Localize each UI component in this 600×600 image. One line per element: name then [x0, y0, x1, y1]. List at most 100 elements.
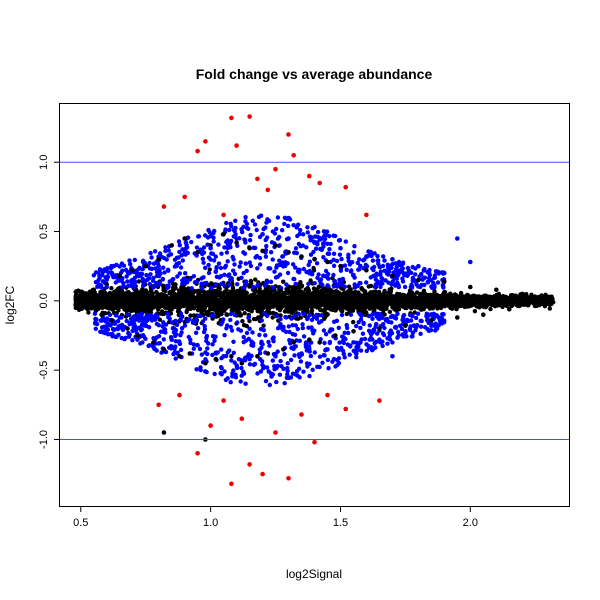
- cloud-point: [324, 274, 330, 280]
- cloud-point: [275, 215, 281, 220]
- cloud-point: [374, 271, 379, 276]
- cloud-point: [432, 285, 437, 290]
- cloud-point: [386, 269, 391, 274]
- cloud-point: [432, 291, 437, 296]
- cloud-point: [258, 310, 264, 315]
- cloud-point: [189, 286, 194, 291]
- cloud-point: [160, 277, 165, 282]
- cloud-point: [296, 366, 302, 371]
- cloud-point: [135, 337, 140, 342]
- cloud-point: [310, 272, 315, 277]
- cloud-point: [307, 234, 313, 239]
- cloud-point: [422, 282, 427, 288]
- cloud-point: [124, 274, 129, 279]
- cloud-point: [375, 258, 380, 263]
- cloud-point: [534, 303, 540, 308]
- cloud-point: [247, 260, 252, 265]
- cloud-point: [396, 272, 401, 278]
- cloud-point: [258, 369, 264, 374]
- cloud-point: [504, 296, 509, 301]
- cloud-point: [188, 337, 193, 342]
- cloud-point: [139, 322, 145, 327]
- cloud-point: [157, 251, 163, 256]
- cloud-point: [169, 320, 175, 325]
- cloud-point: [312, 328, 317, 333]
- cloud-point: [255, 315, 261, 320]
- cloud-point: [510, 293, 515, 299]
- cloud-point: [249, 342, 254, 348]
- cloud-point: [224, 312, 229, 317]
- cloud-point: [325, 251, 330, 256]
- cloud-point: [93, 270, 99, 275]
- cloud-point: [315, 275, 320, 280]
- cloud-point: [406, 318, 411, 324]
- cloud-point: [391, 314, 396, 319]
- cloud-point: [98, 318, 103, 323]
- cloud-point: [199, 276, 204, 281]
- cloud-point: [140, 278, 145, 284]
- cloud-point: [390, 340, 395, 345]
- cloud-point: [400, 261, 405, 266]
- cloud-point: [229, 224, 234, 229]
- cloud-point: [224, 287, 229, 293]
- cloud-point: [183, 271, 188, 276]
- cloud-point: [140, 340, 145, 345]
- cloud-point: [221, 317, 226, 322]
- cloud-point: [203, 265, 208, 270]
- cloud-point: [218, 265, 224, 271]
- cloud-point: [285, 368, 290, 374]
- cloud-point: [224, 250, 230, 255]
- cloud-point: [278, 317, 283, 322]
- cloud-point: [401, 271, 407, 276]
- cloud-point: [187, 277, 193, 282]
- cloud-point: [200, 256, 206, 261]
- cloud-point: [285, 216, 290, 221]
- cloud-point: [435, 280, 441, 285]
- cloud-point: [270, 285, 276, 290]
- cloud-point: [301, 232, 306, 237]
- cloud-point: [285, 286, 291, 291]
- cloud-point: [382, 258, 387, 263]
- cloud-point: [261, 323, 266, 328]
- cloud-point: [361, 320, 366, 326]
- cloud-point: [402, 284, 408, 290]
- cloud-point: [256, 289, 261, 295]
- cloud-point: [206, 255, 212, 260]
- cloud-point: [210, 352, 215, 358]
- cloud-point: [385, 336, 390, 341]
- cloud-point: [499, 295, 505, 300]
- cloud-point: [207, 230, 212, 235]
- cloud-point: [152, 249, 158, 254]
- cloud-point: [229, 358, 234, 363]
- cloud-point: [126, 334, 132, 339]
- cloud-point: [258, 327, 264, 332]
- cloud-point: [277, 234, 282, 240]
- cloud-point: [385, 265, 391, 270]
- cloud-point: [410, 264, 415, 270]
- cloud-point: [186, 289, 192, 294]
- cloud-point: [205, 346, 210, 351]
- cloud-point: [231, 350, 236, 355]
- cloud-point: [238, 260, 243, 265]
- cloud-point: [187, 317, 192, 322]
- cloud-point: [248, 232, 253, 238]
- cloud-point: [232, 262, 237, 267]
- cloud-point: [386, 319, 391, 325]
- cloud-point: [143, 336, 148, 341]
- cloud-point: [244, 330, 250, 336]
- cloud-point: [182, 323, 188, 328]
- cloud-point: [136, 291, 141, 296]
- cloud-point: [157, 280, 162, 285]
- cloud-point: [111, 263, 117, 269]
- cloud-point: [310, 226, 315, 231]
- cloud-point: [319, 319, 324, 324]
- cloud-point: [173, 344, 178, 349]
- cloud-point: [224, 220, 229, 226]
- cloud-point: [127, 258, 132, 263]
- cloud-point: [185, 235, 191, 240]
- cloud-point: [305, 230, 310, 235]
- cloud-point: [191, 313, 197, 318]
- cloud-point: [228, 380, 233, 385]
- cloud-point: [342, 330, 347, 335]
- cloud-point: [364, 348, 369, 354]
